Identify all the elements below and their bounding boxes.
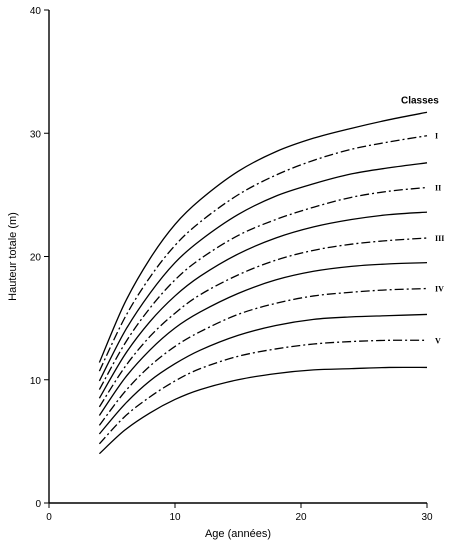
class-label-I: I	[435, 132, 438, 141]
y-axis-title: Hauteur totale (m)	[7, 212, 19, 301]
y-tick-label: 20	[30, 253, 42, 264]
class-boundary-line	[98, 262, 428, 416]
x-ticks-layer: 0 10 20 30	[46, 503, 433, 523]
x-tick-label: 30	[421, 512, 433, 523]
legend-title: Classes	[401, 95, 439, 106]
class-label-IV: IV	[435, 285, 444, 294]
x-axis-title: Age (années)	[205, 528, 271, 540]
x-tick-label: 20	[295, 512, 307, 523]
class-boundary-line	[98, 313, 428, 435]
class-boundary-line	[98, 162, 428, 382]
class-boundary-line	[98, 211, 428, 399]
y-tick-label: 0	[35, 499, 41, 510]
class-label-III: III	[435, 234, 444, 243]
curves-layer	[98, 111, 428, 455]
y-ticks-layer: 0 10 20 30 40	[30, 6, 49, 510]
y-tick-label: 30	[30, 129, 42, 140]
class-median-line-II	[98, 186, 428, 390]
class-median-line-V	[98, 339, 428, 445]
class-median-line-III	[98, 237, 428, 408]
x-tick-label: 0	[46, 512, 52, 523]
axes-layer	[48, 10, 427, 504]
class-median-line-I	[98, 135, 428, 372]
y-tick-label: 40	[30, 6, 42, 17]
class-label-II: II	[435, 183, 441, 192]
class-boundary-line	[98, 111, 428, 363]
y-tick-label: 10	[30, 376, 42, 387]
class-median-line-IV	[98, 287, 428, 426]
class-label-V: V	[435, 336, 441, 345]
class-boundary-line	[98, 366, 428, 455]
x-tick-label: 10	[169, 512, 181, 523]
